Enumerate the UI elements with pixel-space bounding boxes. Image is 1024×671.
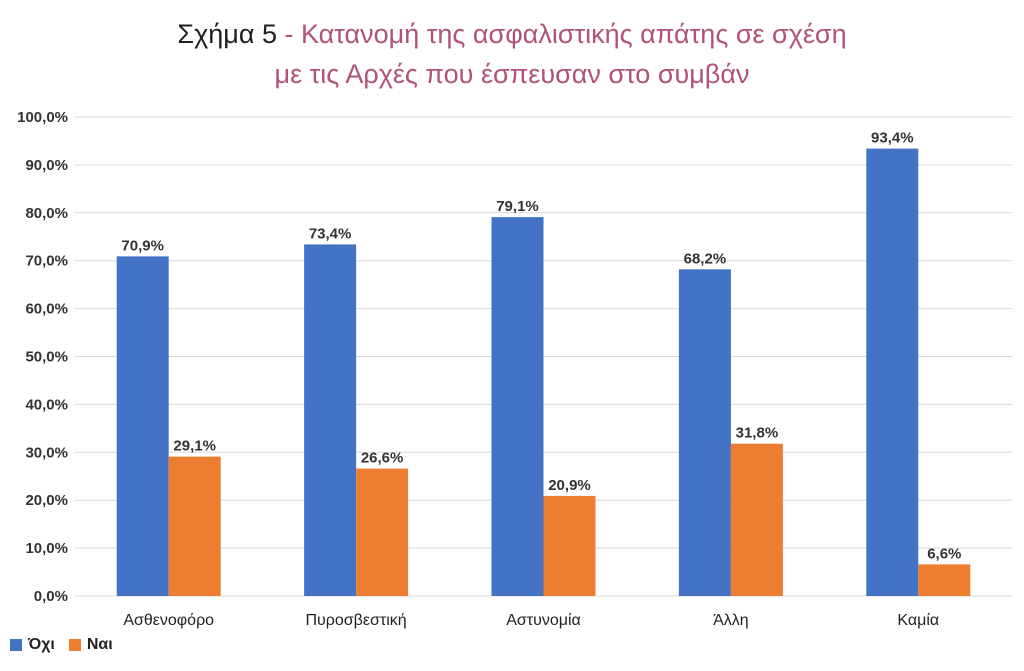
y-tick-label: 90,0% <box>25 157 68 174</box>
category-label: Πυροσβεστική <box>306 612 407 629</box>
bar-series-2[interactable] <box>168 456 221 596</box>
data-label-series-1: 68,2% <box>684 250 727 267</box>
x-axis-categories: Ασθενοφόρο Πυροσβεστική Αστυνομία Άλλη Καμία <box>123 612 939 629</box>
legend-swatch-series-1 <box>10 639 22 651</box>
data-label-series-1: 70,9% <box>121 237 164 254</box>
chart-title: Σχήμα 5 - Κατανομή της ασφαλιστικής απάτ… <box>0 14 1024 94</box>
bar-series-2[interactable] <box>543 495 596 596</box>
bars <box>116 148 971 596</box>
y-tick-label: 100,0% <box>17 109 68 126</box>
bar-series-1[interactable] <box>866 148 919 596</box>
chart-title-text-1: - Κατανομή της ασφαλιστικής απάτης σε σχ… <box>276 19 847 49</box>
category-label: Αστυνομία <box>506 612 581 629</box>
legend-label-series-1: Όχι <box>28 636 55 653</box>
bar-series-2[interactable] <box>356 468 409 596</box>
legend: Όχι Ναι <box>10 636 127 654</box>
chart-title-line-2: με τις Αρχές που έσπευσαν στο συμβάν <box>274 59 750 89</box>
bar-series-1[interactable] <box>304 244 357 596</box>
legend-item-series-1[interactable]: Όχι <box>10 636 55 654</box>
y-tick-label: 50,0% <box>25 349 68 366</box>
data-label-series-2: 6,6% <box>927 545 961 562</box>
y-tick-label: 20,0% <box>25 492 68 509</box>
data-labels: 70,9% 29,1% 73,4% 26,6% 79,1% 20,9% 68,2% 31,8%… <box>121 130 961 563</box>
bar-series-2[interactable] <box>918 564 971 596</box>
chart-title-prefix: Σχήμα 5 <box>177 19 277 49</box>
y-tick-label: 80,0% <box>25 205 68 222</box>
legend-label-series-2: Ναι <box>86 636 113 653</box>
legend-item-series-2[interactable]: Ναι <box>68 636 113 654</box>
category-label: Καμία <box>897 612 939 629</box>
data-label-series-2: 26,6% <box>361 450 404 467</box>
y-tick-label: 60,0% <box>25 301 68 318</box>
y-tick-label: 70,0% <box>25 253 68 270</box>
category-label: Ασθενοφόρο <box>123 612 214 629</box>
legend-swatch-series-2 <box>68 639 81 651</box>
y-tick-label: 40,0% <box>25 396 68 413</box>
bar-series-1[interactable] <box>116 256 169 596</box>
y-tick-label: 10,0% <box>25 540 68 557</box>
bar-series-1[interactable] <box>678 269 731 596</box>
data-label-series-2: 29,1% <box>173 438 216 455</box>
chart-title-line-1: Σχήμα 5 - Κατανομή της ασφαλιστικής απάτ… <box>0 14 1024 54</box>
bar-series-1[interactable] <box>491 217 544 596</box>
data-label-series-1: 73,4% <box>309 225 352 242</box>
y-axis-ticks: 0,0% 10,0% 20,0% 30,0% 40,0% 50,0% 60,0% 70,0% 8… <box>17 109 68 605</box>
y-tick-label: 0,0% <box>34 588 68 605</box>
data-label-series-1: 79,1% <box>496 198 539 215</box>
data-label-series-1: 93,4% <box>871 130 914 147</box>
category-label: Άλλη <box>713 612 749 629</box>
y-tick-label: 30,0% <box>25 444 68 461</box>
bar-series-2[interactable] <box>730 443 783 596</box>
data-label-series-2: 20,9% <box>548 477 591 494</box>
data-label-series-2: 31,8% <box>736 425 779 442</box>
